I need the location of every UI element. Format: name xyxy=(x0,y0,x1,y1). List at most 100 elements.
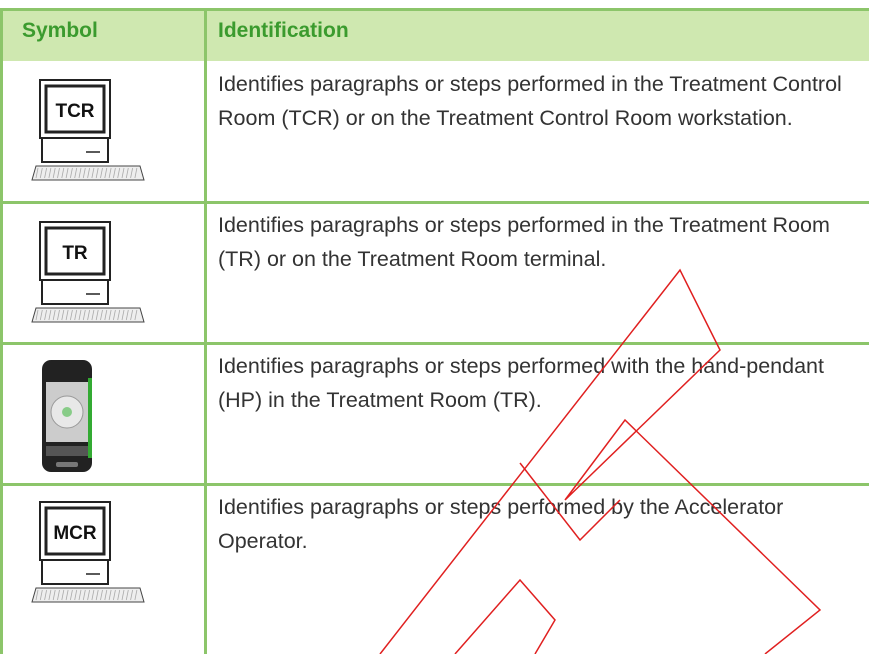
row-divider xyxy=(0,483,869,486)
icon-part xyxy=(91,589,95,601)
header-cell: Symbol xyxy=(22,19,98,42)
icon-part xyxy=(39,309,43,321)
computer-icon: TR xyxy=(31,221,145,323)
icon-part xyxy=(95,309,99,321)
icon-part xyxy=(100,309,103,321)
icon-part xyxy=(48,167,52,179)
icon-part xyxy=(35,309,39,321)
icon-label: TCR xyxy=(55,101,94,122)
icon-part xyxy=(35,167,39,179)
icon-part xyxy=(48,309,52,321)
icon-part xyxy=(41,559,109,585)
icon-part xyxy=(113,589,116,601)
icon-part xyxy=(130,309,133,321)
icon-part xyxy=(82,309,86,321)
icon-part xyxy=(52,589,56,601)
icon-part xyxy=(57,309,60,321)
icon-part xyxy=(117,589,121,601)
row-divider xyxy=(0,342,869,345)
icon-part xyxy=(121,589,125,601)
icon-part xyxy=(44,84,106,134)
icon-part xyxy=(65,309,69,321)
icon-part xyxy=(104,589,108,601)
icon-part xyxy=(44,167,47,179)
icon-part xyxy=(74,589,78,601)
icon-label: TR xyxy=(62,243,88,264)
icon-part xyxy=(61,309,65,321)
icon-part xyxy=(57,167,60,179)
icon-part xyxy=(70,167,73,179)
icon-part xyxy=(61,589,65,601)
icon-part xyxy=(91,309,95,321)
computer-icon: MCR xyxy=(31,501,145,603)
icon-part xyxy=(44,226,106,276)
icon-part xyxy=(108,589,112,601)
row-divider xyxy=(0,201,869,204)
icon-part xyxy=(44,589,47,601)
icon-part xyxy=(91,167,95,179)
icon-part xyxy=(74,309,78,321)
icon-part xyxy=(78,167,82,179)
icon-part xyxy=(125,167,129,179)
icon-part xyxy=(39,589,43,601)
icon-part xyxy=(87,589,90,601)
icon-part xyxy=(78,589,82,601)
icon-part xyxy=(65,589,69,601)
icon-part xyxy=(31,587,145,603)
icon-part xyxy=(95,167,99,179)
icon-part xyxy=(113,309,116,321)
icon-part xyxy=(39,167,43,179)
icon-part xyxy=(100,167,103,179)
icon-part xyxy=(130,589,133,601)
column-divider xyxy=(204,8,207,654)
icon-part xyxy=(117,309,121,321)
computer-icon: TCR xyxy=(31,79,145,181)
icon-part xyxy=(108,309,112,321)
icon-part xyxy=(35,589,39,601)
icon-part xyxy=(121,309,125,321)
description: Identifies paragraphs or steps performed… xyxy=(218,72,842,130)
icon-part xyxy=(52,309,56,321)
icon-part xyxy=(87,309,90,321)
icon-part xyxy=(113,167,116,179)
header-row xyxy=(0,8,869,61)
icon-part xyxy=(31,307,145,323)
icon-part xyxy=(52,167,56,179)
icon-part xyxy=(82,589,86,601)
icon-part xyxy=(134,309,138,321)
icon-part xyxy=(104,309,108,321)
icon-part xyxy=(70,589,73,601)
icon-part xyxy=(41,137,109,163)
icon-part xyxy=(134,589,138,601)
icon-part xyxy=(108,167,112,179)
phone-icon xyxy=(42,360,92,472)
icon-part xyxy=(31,165,145,181)
icon-part xyxy=(70,309,73,321)
border xyxy=(0,8,3,654)
icon-part xyxy=(44,506,106,556)
icon-part xyxy=(44,309,47,321)
icon-part xyxy=(41,279,109,305)
description: Identifies paragraphs or steps performed… xyxy=(218,213,830,271)
icon-part xyxy=(57,589,60,601)
icon-part xyxy=(125,589,129,601)
icon-part xyxy=(125,309,129,321)
icon-part xyxy=(130,167,133,179)
icon-part xyxy=(74,167,78,179)
icon-part xyxy=(95,589,99,601)
icon-part xyxy=(78,309,82,321)
icon-part xyxy=(104,167,108,179)
icon-part xyxy=(65,167,69,179)
icon-part xyxy=(121,167,125,179)
icon-part xyxy=(87,167,90,179)
icon-part xyxy=(134,167,138,179)
icon-part xyxy=(117,167,121,179)
icon-part xyxy=(48,589,52,601)
header-cell: Identification xyxy=(218,19,349,42)
icon-part xyxy=(61,167,65,179)
icon-part xyxy=(82,167,86,179)
icon-part xyxy=(100,589,103,601)
icon-label: MCR xyxy=(53,523,97,544)
